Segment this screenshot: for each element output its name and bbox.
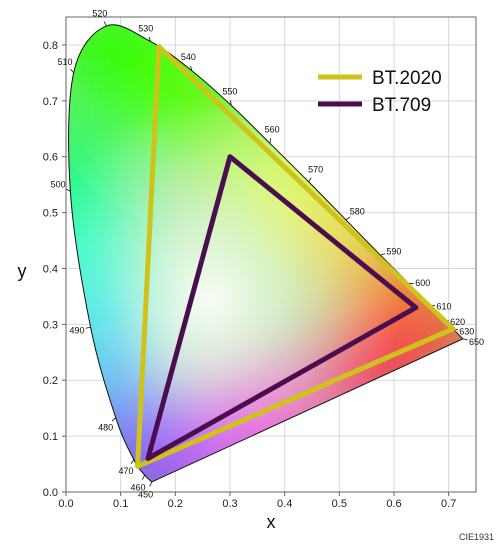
x-tick-label: 0.3 [222,498,237,510]
wavelength-tick [141,475,146,480]
legend-label-bt709: BT.709 [372,95,431,116]
x-tick-label: 0.2 [168,498,183,510]
wavelength-tick [269,138,272,144]
wavelength-label: 450 [138,489,153,499]
wavelength-label: 570 [308,165,323,175]
wavelength-label: 480 [98,422,113,432]
wavelength-tick [65,188,71,192]
wavelength-label: 600 [415,278,430,288]
wavelength-tick [111,417,117,422]
wavelength-label: 540 [181,52,196,62]
y-tick-label: 0.5 [43,208,58,220]
wavelength-tick [380,253,386,256]
y-tick-label: 0.6 [43,152,58,164]
wavelength-label: 500 [51,179,66,189]
y-axis-label: y [18,261,27,281]
y-tick-label: 0.7 [43,96,58,108]
wavelength-label: 630 [459,326,474,336]
x-tick-label: 0.5 [332,498,347,510]
wavelength-tick [462,338,468,341]
axis-ticks: 0.0 0.1 0.2 0.3 0.4 0.5 0.6 0.7 0.0 0.1 0.2 0.3 0.4 0… [43,40,457,510]
wavelength-tick [85,326,91,329]
y-tick-label: 0.3 [43,319,58,331]
wavelength-label: 560 [265,124,280,134]
gamut-triangle-0 [135,44,456,469]
credit-text: CIE1931 [459,532,494,542]
wavelength-label: 510 [57,57,72,67]
wavelength-label: 530 [138,24,153,34]
wavelength-tick [190,65,193,71]
wavelength-label: 550 [222,86,237,96]
x-tick-label: 0.1 [113,498,128,510]
wavelength-tick [130,459,135,464]
wavelength-tick [345,216,351,221]
wavelength-label: 460 [130,482,145,492]
wavelength-label: 590 [386,246,401,256]
y-tick-label: 0.1 [43,431,58,443]
wavelength-tick [70,68,74,74]
legend: BT.2020 BT.709 [318,68,442,116]
gamut-triangles [135,44,456,469]
wavelength-label: 620 [450,317,465,327]
wavelength-label: 520 [92,9,107,19]
x-tick-label: 0.4 [277,498,292,510]
gamut-triangle-1 [145,154,419,461]
wavelength-label: 470 [119,466,134,476]
wavelength-label: 580 [350,207,365,217]
x-tick-label: 0.7 [441,498,456,510]
wavelength-tick [148,36,152,42]
x-tick-label: 0.6 [386,498,401,510]
wavelength-label: 610 [437,301,452,311]
wavelength-tick [149,481,153,487]
x-tick-label: 0.0 [58,498,73,510]
wavelength-label: 490 [69,325,84,335]
wavelength-label: 650 [469,337,484,347]
wavelength-tick [103,21,107,27]
y-tick-label: 0.2 [43,375,58,387]
x-axis-label: x [267,512,276,532]
y-tick-label: 0.8 [43,40,58,52]
legend-label-bt2020: BT.2020 [372,68,442,89]
y-tick-label: 0.4 [43,263,58,275]
y-tick-label: 0.0 [43,487,58,499]
plot-frame [65,16,477,493]
wavelength-tick [308,177,312,183]
